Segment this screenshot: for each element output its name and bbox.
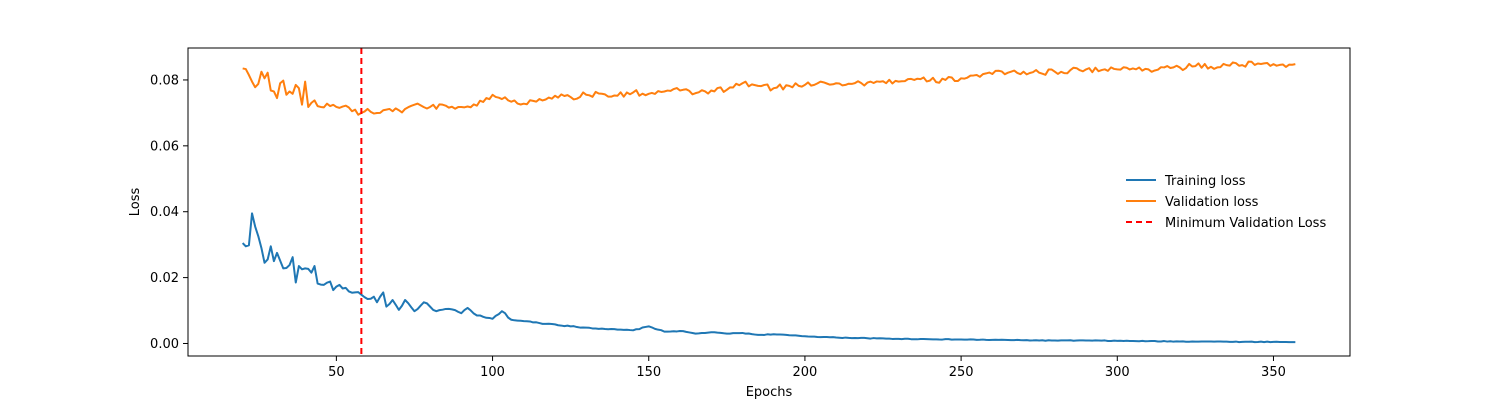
x-tick-label: 100 (480, 365, 505, 380)
legend-label-training-loss: Training loss (1164, 174, 1246, 189)
plot-area (241, 48, 1296, 356)
x-tick-label: 150 (636, 365, 661, 380)
y-tick-label: 0.04 (150, 205, 179, 220)
y-axis-label: Loss (128, 188, 143, 217)
x-tick-label: 300 (1105, 365, 1130, 380)
y-tick-label: 0.00 (150, 337, 179, 352)
legend-label-validation-loss: Validation loss (1165, 195, 1259, 210)
y-tick-label: 0.06 (150, 139, 179, 154)
x-axis: 50 100 150 200 250 300 350 (328, 356, 1286, 380)
y-tick-label: 0.02 (150, 271, 179, 286)
x-axis-label: Epochs (746, 385, 793, 400)
axes-frame (187, 47, 1351, 357)
x-tick-label: 250 (949, 365, 974, 380)
legend: Training loss Validation loss Minimum Va… (1126, 174, 1326, 231)
legend-label-minimum-validation-loss: Minimum Validation Loss (1165, 216, 1326, 231)
x-tick-label: 200 (793, 365, 818, 380)
y-tick-label: 0.08 (150, 73, 179, 88)
series-line-training-loss (241, 212, 1296, 344)
series-line-validation-loss (242, 60, 1296, 116)
x-tick-label: 350 (1261, 365, 1286, 380)
y-axis: 0.00 0.02 0.04 0.06 0.08 (150, 73, 188, 352)
x-tick-label: 50 (328, 365, 345, 380)
